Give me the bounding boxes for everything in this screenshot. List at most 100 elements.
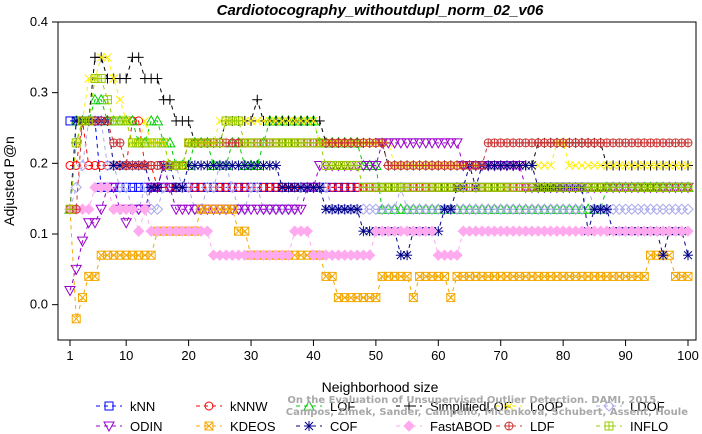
data-point: [683, 138, 693, 148]
citation-line-1: Campos, Zimek, Sander, Campello, Micenko…: [286, 407, 688, 418]
data-point: [252, 116, 262, 126]
data-point: [438, 138, 451, 149]
data-point: [432, 138, 445, 149]
series-line: [69, 208, 688, 319]
x-tick-label: 10: [119, 348, 133, 363]
data-point: [482, 203, 495, 214]
data-point: [295, 204, 307, 216]
data-point: [71, 314, 81, 324]
legend-label: COF: [330, 419, 358, 434]
data-point: [533, 161, 543, 170]
data-point: [182, 204, 195, 216]
data-point: [132, 225, 145, 237]
data-point: [290, 116, 300, 126]
legend-marker: [304, 421, 314, 431]
data-point: [170, 204, 182, 216]
data-point: [271, 160, 281, 171]
data-point: [451, 138, 463, 149]
data-point: [139, 203, 151, 215]
legend-marker: [404, 401, 414, 411]
data-point: [83, 203, 95, 215]
data-point: [621, 161, 630, 170]
legend-item-lof: LOF: [296, 399, 355, 414]
y-tick-label: 0.0: [30, 297, 48, 312]
data-point: [577, 161, 587, 170]
data-point: [301, 225, 313, 237]
data-point: [370, 160, 382, 172]
y-axis: 0.0 0.1 0.2 0.3 0.4: [30, 14, 58, 312]
data-point: [157, 181, 170, 194]
data-point: [646, 161, 655, 170]
data-point: [296, 116, 306, 126]
data-point: [583, 161, 593, 170]
data-point: [265, 116, 275, 126]
data-point: [96, 52, 106, 62]
data-point: [320, 181, 332, 194]
data-point: [139, 181, 151, 194]
data-point: [614, 161, 624, 170]
data-point: [419, 138, 432, 149]
x-axis-label: Neighborhood size: [322, 379, 439, 395]
legend-item-knn: kNN: [96, 399, 155, 414]
data-point: [77, 293, 87, 303]
data-point: [96, 74, 106, 84]
data-point: [196, 182, 206, 192]
data-point: [246, 116, 256, 126]
data-point: [658, 161, 668, 170]
y-tick-label: 0.1: [30, 226, 48, 241]
legend-item-cof: COF: [296, 419, 358, 434]
data-point: [284, 116, 293, 126]
data-point: [277, 182, 288, 193]
data-point: [65, 204, 75, 214]
y-axis-label: Adjusted P@n: [1, 136, 17, 226]
data-point: [426, 138, 438, 149]
data-point: [76, 236, 89, 248]
data-point: [569, 203, 582, 214]
data-point: [282, 204, 295, 216]
data-point: [309, 116, 318, 126]
data-point: [70, 264, 83, 276]
series-kdeos: [65, 204, 693, 324]
data-point: [401, 138, 413, 149]
data-point: [363, 249, 376, 261]
data-point: [115, 138, 125, 148]
data-point: [327, 271, 337, 281]
series-line: [70, 186, 688, 256]
data-point: [652, 161, 662, 170]
data-point: [159, 138, 169, 148]
data-point: [271, 116, 281, 126]
legend-item-kdeos: KDEOS: [196, 419, 276, 434]
data-point: [259, 116, 268, 126]
data-point: [395, 181, 407, 194]
data-point: [120, 181, 132, 194]
data-point: [664, 161, 674, 170]
data-point: [340, 182, 350, 192]
data-point: [151, 114, 164, 126]
data-point: [152, 182, 163, 193]
legend-item-loop: LoOP: [496, 399, 563, 414]
series-inflo: [65, 74, 693, 214]
data-point: [444, 138, 457, 149]
data-point: [71, 138, 81, 148]
data-point: [182, 181, 195, 194]
data-point: [164, 94, 175, 105]
series-line: [69, 99, 688, 210]
x-tick-label: 1: [66, 348, 73, 363]
data-point: [176, 204, 189, 216]
data-point: [177, 160, 187, 170]
series-fastabod: [64, 181, 694, 261]
legend: kNN kNNW LOF SimplifiedLOF LoOP LDOF ODIN KDEOS…: [96, 399, 668, 434]
data-point: [388, 203, 401, 215]
legend-label: FastABOD: [430, 419, 492, 434]
data-point: [221, 182, 231, 192]
data-point: [395, 250, 406, 261]
data-point: [252, 94, 263, 105]
legend-marker: [303, 399, 315, 411]
legend-label: ODIN: [130, 419, 163, 434]
x-tick-label: 80: [556, 348, 570, 363]
data-point: [282, 249, 295, 261]
legend-marker: [603, 400, 615, 412]
data-point: [314, 115, 325, 126]
data-point: [633, 161, 643, 170]
data-point: [571, 161, 580, 170]
